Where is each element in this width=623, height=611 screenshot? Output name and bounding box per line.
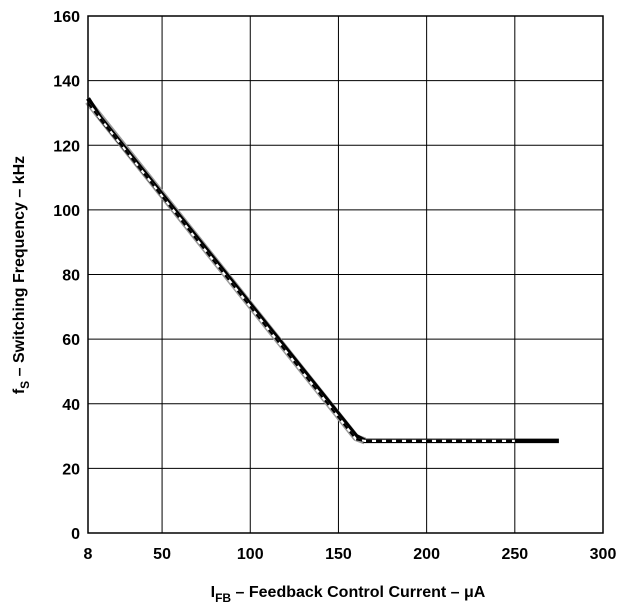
series-line-dashed: [87, 102, 515, 442]
series-line-dash-gap: [87, 102, 515, 442]
y-tick-label: 80: [62, 268, 80, 285]
x-axis-title: IFB – Feedback Control Current – μA: [211, 584, 486, 605]
y-tick-labels: 0 20 40 60 80 100 120 140 160: [53, 9, 80, 543]
x-tick-label: 200: [413, 546, 440, 563]
y-tick-label: 100: [53, 203, 80, 220]
y-tick-label: 0: [71, 526, 80, 543]
grid: [87, 15, 604, 534]
y-axis-title: fS – Switching Frequency – kHz: [11, 156, 32, 394]
y-axis-title-main: f: [11, 388, 28, 394]
y-tick-label: 60: [62, 332, 80, 349]
x-axis-title-sub: FB: [215, 591, 231, 605]
x-tick-label: 100: [237, 546, 264, 563]
x-axis-title-main: I: [211, 584, 215, 601]
x-tick-label: 50: [153, 546, 171, 563]
y-tick-label: 140: [53, 74, 80, 91]
y-axis-title-sub: S: [18, 381, 32, 389]
y-tick-label: 160: [53, 9, 80, 26]
series-group: [85, 97, 559, 445]
y-axis-title-rest: – Switching Frequency – kHz: [11, 156, 28, 381]
y-tick-label: 40: [62, 397, 80, 414]
x-tick-label: 150: [325, 546, 352, 563]
x-axis-title-rest: – Feedback Control Current – μA: [231, 584, 486, 601]
series-line-black-solid: [86, 97, 559, 444]
x-tick-label: 300: [590, 546, 617, 563]
x-tick-label: 8: [84, 546, 93, 563]
y-tick-label: 20: [62, 461, 80, 478]
plot-frame: [87, 15, 604, 534]
y-tick-label: 120: [53, 138, 80, 155]
x-tick-labels: 8 50 100 150 200 250 300: [84, 546, 617, 563]
x-tick-label: 250: [501, 546, 528, 563]
